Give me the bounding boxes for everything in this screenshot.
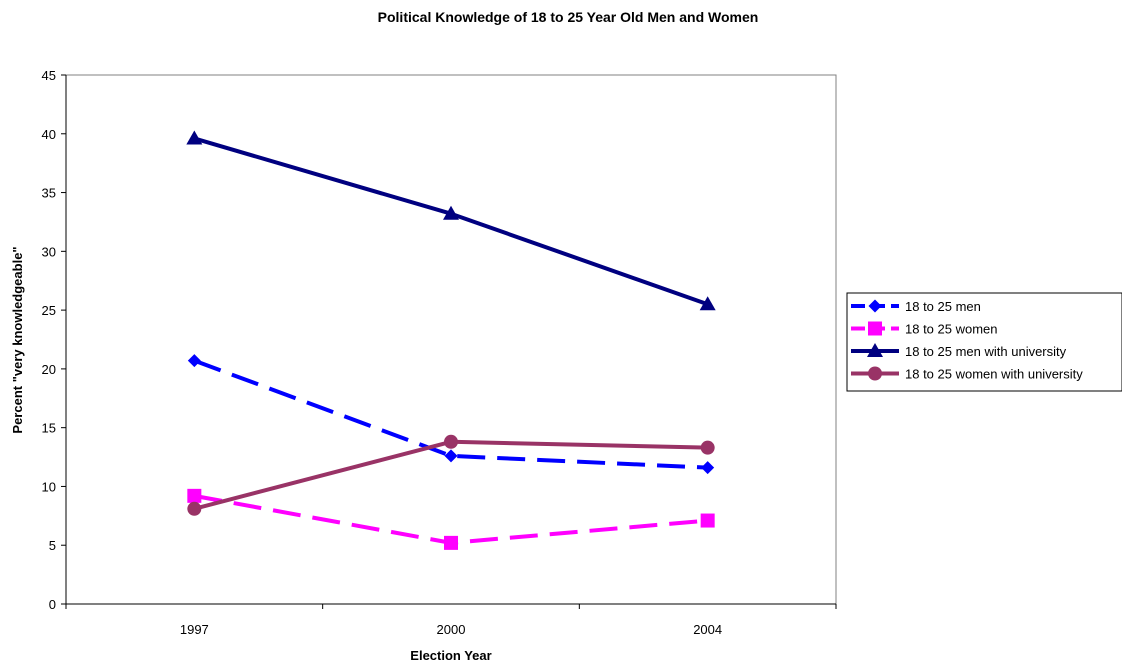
data-point <box>443 205 459 220</box>
legend-label: 18 to 25 men with university <box>905 344 1067 359</box>
data-point <box>187 488 202 503</box>
legend: 18 to 25 men 18 to 25 women 18 to 25 men w… <box>846 292 1122 392</box>
legend-label: 18 to 25 men <box>905 299 981 314</box>
y-tick-label: 0 <box>49 597 56 612</box>
data-point <box>444 434 458 449</box>
series-line-1 <box>193 358 708 470</box>
data-point <box>444 449 458 463</box>
legend-marker <box>868 366 882 381</box>
data-point <box>701 461 715 475</box>
y-tick-label: 30 <box>42 244 56 259</box>
y-axis-label: Percent "very knowledgeable" <box>10 246 25 433</box>
y-tick-label: 15 <box>42 421 56 436</box>
y-tick-label: 35 <box>42 186 56 201</box>
chart-title: Political Knowledge of 18 to 25 Year Old… <box>378 9 759 25</box>
legend-marker <box>867 343 883 357</box>
x-axis-label: Election Year <box>410 648 491 663</box>
x-tick-label: 1997 <box>180 622 209 637</box>
legend-label: 18 to 25 women with university <box>905 367 1083 382</box>
data-point <box>700 440 715 455</box>
x-tick-label: 2000 <box>437 622 466 637</box>
x-tick-label: 2004 <box>693 622 722 637</box>
y-tick-label: 20 <box>42 362 56 377</box>
y-tick-label: 25 <box>42 303 56 318</box>
data-point <box>187 501 202 516</box>
legend-marker <box>868 299 882 313</box>
y-tick-label: 40 <box>42 127 56 142</box>
series-line-3 <box>193 136 709 307</box>
data-point <box>700 513 715 528</box>
y-tick-label: 45 <box>42 68 56 83</box>
data-point <box>444 535 458 550</box>
plot-area: 0 5 10 15 20 25 30 35 40 45 1997 2000 2004 <box>42 68 837 637</box>
legend-marker <box>868 321 882 336</box>
y-tick-label: 5 <box>49 538 56 553</box>
plot-border <box>65 74 837 605</box>
series-line-2 <box>193 493 708 545</box>
data-point <box>699 296 716 311</box>
legend-label: 18 to 25 women <box>905 322 998 337</box>
data-point <box>187 354 201 368</box>
y-tick-label: 10 <box>42 479 56 494</box>
data-point <box>186 130 203 145</box>
